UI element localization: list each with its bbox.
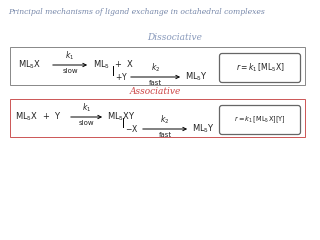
FancyBboxPatch shape xyxy=(220,106,300,134)
Text: Dissociative: Dissociative xyxy=(148,33,203,42)
Text: fast: fast xyxy=(158,132,172,138)
Text: $r = k_1\,[\mathrm{ML_5X}]$: $r = k_1\,[\mathrm{ML_5X}]$ xyxy=(236,62,284,74)
FancyBboxPatch shape xyxy=(10,47,305,85)
Text: $r = k_1\,[\mathrm{ML_5X}][\mathrm{Y}]$: $r = k_1\,[\mathrm{ML_5X}][\mathrm{Y}]$ xyxy=(234,115,286,125)
Text: $\mathrm{ML_5Y}$: $\mathrm{ML_5Y}$ xyxy=(185,71,208,83)
FancyBboxPatch shape xyxy=(220,54,300,83)
Text: slow: slow xyxy=(79,120,94,126)
Text: $\mathrm{ML_5X}$  $+$  Y: $\mathrm{ML_5X}$ $+$ Y xyxy=(15,111,61,123)
Text: $\mathrm{ML_5X}$: $\mathrm{ML_5X}$ xyxy=(18,59,42,71)
Text: $\mathrm{ML_5Y}$: $\mathrm{ML_5Y}$ xyxy=(192,123,215,135)
Text: $k_2$: $k_2$ xyxy=(160,114,170,126)
FancyBboxPatch shape xyxy=(10,99,305,137)
Text: Principal mechanisms of ligand exchange in octahedral complexes: Principal mechanisms of ligand exchange … xyxy=(8,8,265,16)
Text: $k_1$: $k_1$ xyxy=(82,102,91,114)
Text: Associative: Associative xyxy=(129,87,181,96)
Text: $k_1$: $k_1$ xyxy=(65,49,75,62)
Text: slow: slow xyxy=(62,68,78,74)
Text: fast: fast xyxy=(149,80,162,86)
Text: $k_2$: $k_2$ xyxy=(151,61,160,74)
Text: $+$Y: $+$Y xyxy=(115,71,128,82)
Text: $\mathrm{ML_5XY}$: $\mathrm{ML_5XY}$ xyxy=(107,111,136,123)
Text: $\mathrm{ML_5}$  $+$  X: $\mathrm{ML_5}$ $+$ X xyxy=(93,59,134,71)
Text: $-$X: $-$X xyxy=(125,122,138,133)
